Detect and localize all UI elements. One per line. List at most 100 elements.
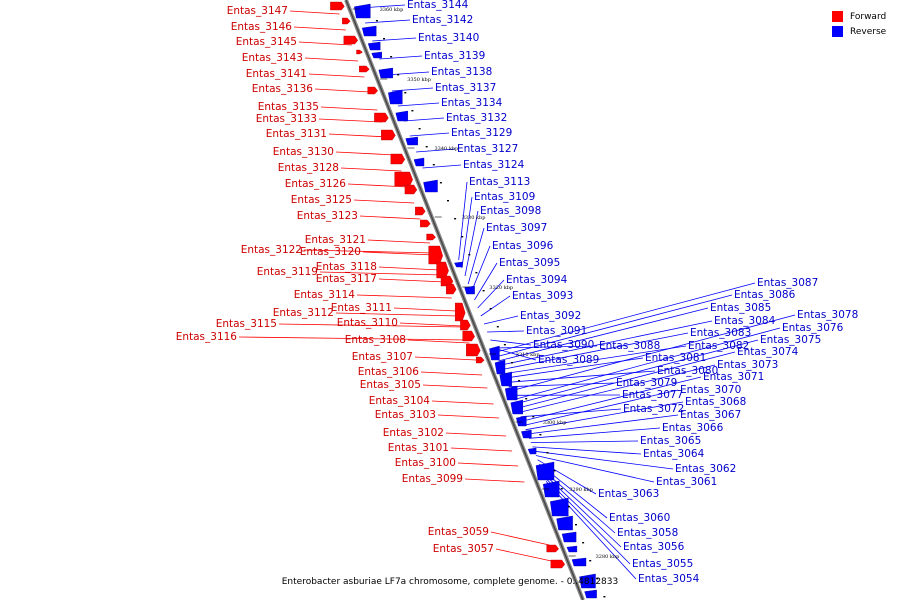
reverse-gene-label: Entas_3078 [797, 309, 858, 321]
reverse-gene-label: Entas_3113 [469, 176, 530, 188]
reverse-leader-line [535, 455, 655, 483]
forward-gene-feature [381, 129, 396, 141]
forward-leader-line [320, 106, 378, 111]
legend-forward-label: Forward [850, 11, 887, 22]
scale-ticks: 3360 kbp 3350 kbp 3340 kbp 3330 kbp 3320 kbp… [352, 7, 619, 560]
guide-dot [454, 218, 457, 220]
reverse-gene-label: Entas_3137 [435, 82, 496, 94]
forward-gene-label: Entas_3133 [256, 113, 317, 125]
reverse-leader-line [409, 132, 450, 137]
reverse-gene-label: Entas_3067 [680, 409, 741, 421]
forward-gene-label: Entas_3107 [352, 351, 413, 363]
forward-gene-label: Entas_3125 [291, 194, 352, 206]
forward-gene-feature [466, 343, 481, 357]
reverse-leader-line [477, 279, 505, 309]
forward-leader-line [328, 133, 389, 138]
reverse-gene-feature [413, 157, 425, 167]
reverse-gene-label: Entas_3092 [520, 310, 581, 322]
forward-gene-label: Entas_3135 [258, 101, 319, 113]
reverse-gene-label: Entas_3139 [424, 50, 485, 62]
forward-leader-line [319, 271, 443, 276]
reverse-gene-feature [561, 531, 577, 543]
guide-dot [468, 254, 471, 256]
reverse-leader-line [470, 245, 491, 293]
reverse-leader-line [523, 389, 679, 426]
guide-dot [575, 524, 577, 526]
reverse-gene-feature [584, 589, 597, 599]
guide-dot [596, 578, 599, 580]
forward-leader-line [464, 478, 525, 483]
reverse-gene-label: Entas_3084 [714, 315, 776, 327]
forward-gene-label: Entas_3145 [236, 36, 297, 48]
forward-gene-label: Entas_3112 [273, 307, 334, 319]
forward-gene-label: Entas_3101 [388, 442, 449, 454]
forward-leader-line [367, 239, 431, 244]
reverse-gene-feature [378, 67, 393, 79]
reverse-gene-feature [542, 480, 560, 498]
scale-tick-label: 3340 kbp [435, 146, 459, 152]
reverse-gene-label: Entas_3080 [657, 365, 718, 377]
reverse-leader-line [403, 117, 445, 122]
reverse-gene-label: Entas_3075 [760, 334, 821, 346]
reverse-gene-label: Entas_3089 [538, 354, 599, 366]
forward-leader-line [457, 462, 519, 467]
forward-leader-line [431, 400, 494, 405]
reverse-gene-feature [395, 110, 408, 122]
reverse-leader-line [372, 37, 417, 42]
scale-tick-label: 3330 kbp [462, 215, 486, 221]
reverse-gene-label: Entas_3090 [533, 339, 594, 351]
forward-leader-line [495, 548, 557, 563]
reverse-gene-label: Entas_3073 [717, 359, 778, 371]
forward-gene-label: Entas_3126 [285, 178, 347, 190]
reverse-gene-feature [516, 415, 527, 427]
reverse-gene-feature [388, 89, 403, 105]
reverse-gene-label: Entas_3060 [609, 512, 670, 524]
guide-dot [375, 20, 378, 22]
guide-dot [432, 164, 435, 166]
reverse-gene-label: Entas_3054 [638, 573, 700, 585]
forward-swatch [832, 11, 843, 22]
forward-gene-label: Entas_3105 [360, 379, 421, 391]
reverse-leader-line [483, 315, 519, 325]
forward-gene-feature [460, 319, 471, 331]
reverse-gene-label: Entas_3055 [632, 558, 693, 570]
reverse-gene-feature [489, 345, 500, 361]
reverse-leader-line [461, 196, 473, 269]
forward-leader-line [393, 307, 457, 312]
reverse-gene-feature [464, 285, 475, 295]
guide-dot [489, 308, 492, 310]
reverse-gene-feature [405, 136, 418, 146]
forward-gene-feature [550, 559, 566, 569]
legend-reverse-label: Reverse [850, 26, 887, 37]
reverse-leader-line [506, 370, 656, 383]
reverse-gene-label: Entas_3065 [640, 435, 701, 447]
scale-tick-label: 3300 kbp [543, 420, 567, 426]
forward-gene-label: Entas_3114 [294, 289, 356, 301]
reverse-gene-label: Entas_3064 [643, 448, 705, 460]
guide-dot [532, 416, 535, 418]
forward-leader-line [335, 151, 396, 156]
forward-leader-line [303, 249, 434, 254]
reverse-leader-line [493, 347, 537, 361]
reverse-gene-label: Entas_3093 [512, 290, 573, 302]
reverse-leader-line [530, 440, 639, 443]
reverse-leader-line [534, 450, 674, 470]
forward-gene-label: Entas_3131 [266, 128, 327, 140]
forward-gene-label: Entas_3120 [300, 246, 361, 258]
guide-dot [553, 470, 556, 472]
reverse-gene-label: Entas_3056 [623, 541, 685, 553]
reverse-gene-label: Entas_3081 [645, 352, 706, 364]
reverse-gene-label: Entas_3097 [486, 222, 547, 234]
scale-tick-label: 3290 kbp [569, 487, 593, 493]
reverse-leader-line [510, 314, 796, 392]
guide-dot [503, 344, 506, 346]
reverse-gene-label: Entas_3098 [480, 205, 541, 217]
forward-leader-line [414, 356, 477, 361]
forward-leader-line [362, 251, 435, 256]
guide-dot [539, 434, 542, 436]
forward-leader-line [445, 432, 507, 437]
reverse-gene-feature [454, 261, 463, 268]
reverse-leader-line [474, 262, 498, 301]
forward-leader-line [422, 384, 488, 389]
